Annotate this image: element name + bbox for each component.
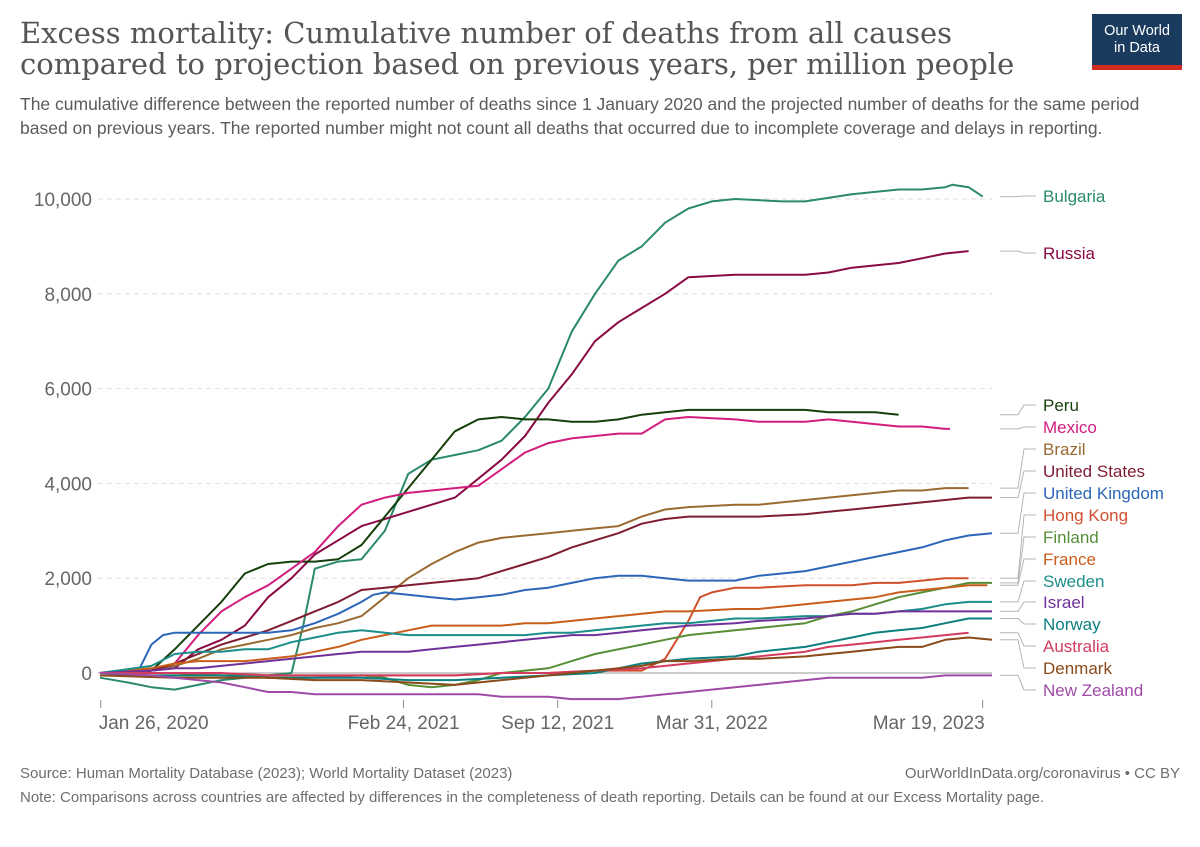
- legend-connector-new-zealand: [1000, 674, 1036, 691]
- credit-link[interactable]: OurWorldInData.org/coronavirus • CC BY: [904, 765, 1180, 782]
- legend-connector-finland: [1000, 536, 1036, 584]
- series-line-mexico: [99, 416, 950, 674]
- legend-label-united-kingdom: United Kingdom: [1043, 484, 1164, 503]
- legend-connector-peru: [1000, 404, 1036, 416]
- legend-label-finland: Finland: [1043, 528, 1099, 547]
- legend-label-denmark: Denmark: [1043, 659, 1112, 678]
- series-line-united-kingdom: [99, 532, 993, 674]
- legend-label-united-states: United States: [1043, 462, 1145, 481]
- legend-connector-sweden: [1000, 580, 1036, 603]
- legend-connector-norway: [1000, 618, 1036, 625]
- logo-line-1: Our World: [1104, 23, 1170, 39]
- legend-label-australia: Australia: [1043, 637, 1110, 656]
- legend-connector-france: [1000, 558, 1036, 586]
- legend-label-new-zealand: New Zealand: [1043, 681, 1143, 700]
- y-tick-label: 0: [81, 664, 92, 685]
- chart-title: Excess mortality: Cumulative number of d…: [20, 16, 1015, 81]
- y-tick-label: 10,000: [34, 190, 92, 211]
- series-line-denmark: [99, 636, 993, 686]
- legend-label-israel: Israel: [1043, 593, 1085, 612]
- legend-connector-denmark: [1000, 639, 1036, 669]
- series-line-united-states: [99, 496, 992, 674]
- source-text[interactable]: Source: Human Mortality Database (2023);…: [20, 765, 513, 782]
- series-line-russia: [99, 250, 969, 674]
- legend-label-hong-kong: Hong Kong: [1043, 506, 1128, 525]
- legend-connector-australia: [1000, 632, 1036, 647]
- y-tick-label: 4,000: [44, 474, 92, 495]
- legend-label-peru: Peru: [1043, 396, 1079, 415]
- note-text: Note: Comparisons across countries are a…: [20, 789, 1045, 806]
- series-line-new-zealand: [99, 672, 992, 701]
- legend-connector-russia: [1000, 250, 1036, 254]
- x-tick-label: Mar 19, 2023: [873, 713, 985, 734]
- owid-logo[interactable]: Our World in Data: [1092, 14, 1182, 70]
- series-line-brazil: [99, 487, 969, 674]
- series-line-hong-kong: [100, 577, 969, 679]
- series-line-israel: [99, 610, 992, 674]
- series-line-australia: [100, 631, 969, 677]
- series-line-norway: [100, 617, 992, 682]
- legend-connector-united-kingdom: [1000, 492, 1036, 534]
- logo-line-2: in Data: [1114, 40, 1160, 56]
- legend-label-brazil: Brazil: [1043, 440, 1086, 459]
- legend-connector-israel: [1000, 601, 1036, 612]
- legend-connector-united-states: [1000, 470, 1036, 499]
- series-line-peru: [99, 408, 899, 674]
- legend-connector-hong-kong: [1000, 514, 1036, 579]
- legend-connector-bulgaria: [1000, 195, 1036, 198]
- series-line-bulgaria: [99, 183, 984, 691]
- chart-subtitle: The cumulative difference between the re…: [20, 94, 1140, 138]
- legend-label-norway: Norway: [1043, 615, 1101, 634]
- legend-connector-mexico: [1000, 426, 1036, 430]
- y-tick-label: 2,000: [44, 569, 92, 590]
- legend-label-sweden: Sweden: [1043, 572, 1104, 591]
- legend-label-russia: Russia: [1043, 244, 1096, 263]
- x-tick-label: Jan 26, 2020: [99, 713, 209, 734]
- legend-label-bulgaria: Bulgaria: [1043, 187, 1106, 206]
- y-tick-label: 6,000: [44, 380, 92, 401]
- legend-connector-brazil: [1000, 448, 1036, 489]
- legend-label-france: France: [1043, 550, 1096, 569]
- legend-label-mexico: Mexico: [1043, 418, 1097, 437]
- y-tick-label: 8,000: [44, 285, 92, 306]
- x-tick-label: Feb 24, 2021: [348, 713, 460, 734]
- x-tick-label: Sep 12, 2021: [501, 713, 614, 734]
- series-line-france: [99, 584, 988, 674]
- x-tick-label: Mar 31, 2022: [656, 713, 768, 734]
